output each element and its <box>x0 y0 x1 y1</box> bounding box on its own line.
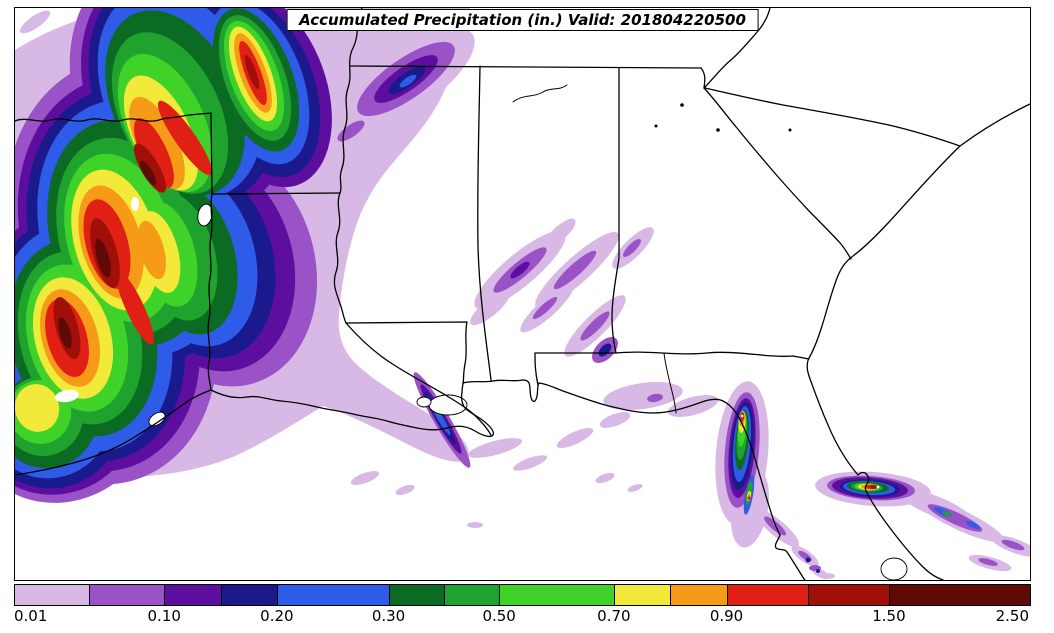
map-title-text: Accumulated Precipitation (in.) Valid: 2… <box>299 11 746 29</box>
colorbar-tick-label: 2.50 <box>995 607 1029 625</box>
colorbar-tick-label: 0.30 <box>371 607 406 625</box>
mississippi-river-north <box>339 8 363 194</box>
colorbar-segment <box>90 585 166 605</box>
colorbar-segment <box>500 585 615 605</box>
colorbar-segment <box>614 585 672 605</box>
colorbar-segment <box>165 585 222 605</box>
galveston-bay <box>148 411 166 427</box>
state-borders <box>15 8 1030 580</box>
precip-layer-maroon <box>58 160 157 349</box>
louisiana-gulf-coastline <box>210 382 495 438</box>
texas-arkansas-border <box>210 112 213 195</box>
florida-alabama-georgia-border <box>534 351 810 386</box>
tn-nc-ga-corner <box>700 8 771 89</box>
precipitation-map: Accumulated Precipitation (in.) Valid: 2… <box>14 7 1031 581</box>
mississippi-alabama-border <box>477 65 492 381</box>
alabama-georgia-border <box>611 67 620 354</box>
small-lakes-georgia <box>654 103 792 132</box>
ms-al-fl-gulf-coastline <box>462 379 806 580</box>
colorbar-tick-label: 0.10 <box>147 607 181 625</box>
precip-extreme-white-spots <box>55 197 880 489</box>
tennessee-southern-border <box>350 65 702 69</box>
lake-maurepas <box>416 396 432 408</box>
colorbar-tick-label: 0.20 <box>260 607 294 625</box>
texas-gulf-coastline <box>15 389 212 476</box>
colorbar <box>14 584 1031 606</box>
atlantic-coastline <box>806 103 1030 580</box>
nc-sc-border <box>704 87 961 147</box>
arkansas-louisiana-border <box>211 192 341 195</box>
savannah-river-ga-sc-border <box>703 87 852 260</box>
colorbar-tick-label: 0.90 <box>709 607 744 625</box>
colorbar-tick-label: 0.01 <box>14 607 48 625</box>
lake-okeechobee <box>880 557 908 580</box>
colorbar-tick-label: 0.70 <box>597 607 631 625</box>
tennessee-river <box>512 84 568 103</box>
colorbar-tick-label: 1.50 <box>872 607 906 625</box>
colorbar-labels: 0.01 0.10 0.20 0.30 0.50 0.70 0.90 1.50 2.50 <box>14 607 1029 629</box>
colorbar-segment <box>444 585 501 605</box>
colorbar-segment <box>671 585 728 605</box>
mississippi-river-in-louisiana <box>345 322 492 436</box>
map-canvas <box>15 8 1030 580</box>
mississippi-river-la-ms-border <box>333 192 468 384</box>
colorbar-segment <box>277 585 390 605</box>
sabine-river-tx-la-border <box>207 193 213 391</box>
colorbar-segment <box>221 585 278 605</box>
colorbar-segment <box>889 585 1030 605</box>
colorbar-segment <box>808 585 890 605</box>
colorbar-segment <box>727 585 809 605</box>
colorbar-segment <box>15 585 91 605</box>
colorbar-segment <box>389 585 445 605</box>
red-river-tx-ok-border <box>15 112 212 122</box>
colorbar-tick-label: 0.50 <box>482 607 516 625</box>
map-title: Accumulated Precipitation (in.) Valid: 2… <box>286 9 759 31</box>
lakes <box>148 203 908 580</box>
